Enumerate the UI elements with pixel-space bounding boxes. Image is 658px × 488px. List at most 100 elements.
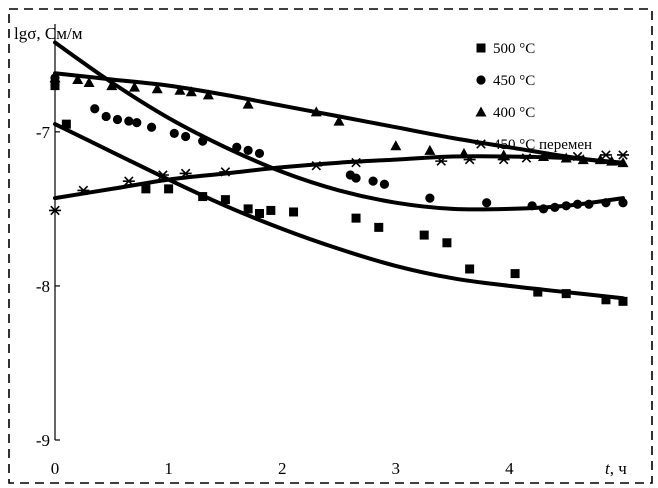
legend-marker-1	[476, 75, 486, 85]
point-series-1-3	[112, 114, 123, 125]
point-series-0-8	[266, 205, 276, 215]
point-series-3-13	[599, 150, 612, 160]
y-axis-label: lgσ, См/м	[14, 24, 83, 43]
y-tick-label-2: -9	[36, 431, 50, 450]
point-series-0-14	[465, 264, 475, 274]
point-series-0-15	[510, 269, 520, 279]
point-series-1-10	[232, 142, 242, 152]
legend-label-3: 450 °С перемен	[493, 137, 592, 153]
point-series-2-6	[174, 84, 186, 95]
point-series-2-11	[333, 115, 345, 126]
point-series-1-11	[243, 145, 253, 155]
legend-marker-0	[476, 43, 486, 53]
point-series-0-12	[419, 230, 429, 240]
data-points-series-1	[50, 73, 628, 214]
x-axis-label-unit: , ч	[610, 459, 628, 478]
point-series-3-12	[571, 151, 584, 162]
point-series-2-12	[390, 140, 402, 151]
point-series-2-17	[560, 152, 572, 163]
point-series-1-14	[351, 173, 361, 183]
point-series-1-5	[132, 118, 142, 128]
point-series-1-6	[146, 122, 157, 132]
point-series-2-3	[106, 80, 118, 91]
point-series-0-6	[243, 204, 253, 214]
point-series-0-19	[618, 296, 628, 306]
point-series-3-3	[156, 170, 169, 180]
x-tick-label-4: 4	[505, 459, 514, 478]
data-points-series-2	[49, 72, 629, 168]
point-series-2-5	[151, 83, 163, 94]
point-series-2-4	[129, 81, 141, 92]
point-series-1-15	[368, 176, 378, 186]
trend-line-series-0	[53, 122, 625, 301]
point-series-3-14	[617, 150, 629, 160]
point-series-1-23	[572, 199, 583, 209]
point-series-0-3	[164, 184, 174, 194]
point-series-2-1	[72, 73, 84, 84]
point-series-2-9	[242, 98, 254, 109]
point-series-2-18	[577, 154, 589, 165]
point-series-3-6	[310, 160, 323, 171]
point-series-1-18	[482, 198, 492, 208]
trend-line-series-1	[53, 40, 625, 212]
point-series-1-2	[101, 111, 111, 122]
x-tick-label-1: 1	[164, 459, 173, 478]
point-series-0-11	[374, 222, 384, 232]
legend-marker-2	[475, 106, 487, 117]
point-series-1-21	[550, 202, 560, 212]
point-series-2-2	[83, 77, 95, 88]
point-series-3-9	[463, 154, 476, 165]
chart-frame	[8, 8, 653, 484]
point-series-3-8	[435, 156, 448, 166]
point-series-1-4	[124, 116, 134, 126]
point-series-1-7	[169, 128, 179, 138]
data-points-series-0	[50, 81, 628, 306]
point-series-2-21	[617, 157, 629, 168]
point-series-1-16	[379, 179, 390, 189]
point-series-0-13	[442, 238, 452, 248]
point-series-0-4	[198, 192, 208, 202]
point-series-0-17	[561, 289, 571, 299]
point-series-1-9	[198, 136, 208, 146]
legend-label-2: 400 °C	[493, 105, 535, 121]
point-series-0-0	[50, 81, 60, 91]
point-series-1-20	[538, 204, 549, 214]
point-series-1-12	[254, 148, 265, 159]
data-points-series-3	[49, 150, 629, 216]
point-series-3-10	[497, 154, 510, 165]
point-series-2-0	[49, 72, 61, 83]
legend-label-0: 500 °C	[493, 41, 535, 57]
point-series-0-5	[220, 195, 230, 205]
x-axis-label-var: t	[605, 459, 611, 478]
point-series-3-7	[350, 157, 363, 168]
point-series-2-13	[424, 144, 436, 155]
point-series-3-5	[219, 167, 232, 177]
point-series-2-19	[594, 154, 606, 165]
point-series-1-26	[618, 198, 628, 208]
point-series-3-2	[122, 176, 135, 186]
point-series-1-1	[90, 104, 100, 114]
point-series-3-4	[179, 168, 192, 179]
point-series-1-22	[561, 201, 571, 211]
y-tick-label-0: -7	[36, 123, 51, 142]
x-axis-label: t, ч	[605, 459, 627, 478]
x-tick-label-0: 0	[51, 459, 60, 478]
point-series-1-8	[181, 131, 191, 142]
point-series-1-25	[601, 198, 611, 208]
point-series-2-16	[537, 151, 549, 162]
x-tick-label-2: 2	[278, 459, 287, 478]
point-series-0-9	[289, 207, 299, 217]
point-series-2-10	[310, 106, 322, 117]
point-series-2-7	[185, 86, 197, 97]
point-series-2-20	[606, 155, 618, 166]
point-series-3-11	[520, 153, 533, 163]
legend-marker-3	[475, 139, 487, 149]
point-series-0-16	[533, 287, 543, 297]
point-series-0-10	[351, 213, 361, 223]
point-series-2-8	[202, 89, 214, 100]
y-tick-label-1: -8	[36, 277, 50, 296]
point-series-0-18	[601, 295, 611, 305]
point-series-1-24	[584, 199, 594, 209]
point-series-2-14	[458, 147, 470, 158]
